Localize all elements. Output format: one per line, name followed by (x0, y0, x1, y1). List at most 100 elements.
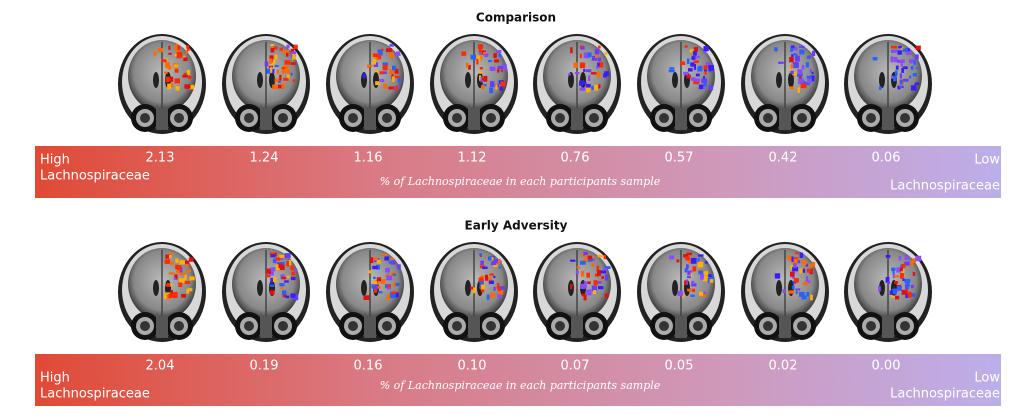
ventricle (879, 72, 885, 88)
activation (591, 85, 596, 90)
activation (479, 52, 482, 56)
ventricle (269, 72, 275, 88)
activation (579, 62, 586, 69)
activation (479, 281, 484, 288)
activation (179, 278, 185, 284)
activation (293, 268, 298, 271)
activation (887, 281, 890, 285)
activation (182, 74, 188, 78)
activation (598, 84, 601, 89)
activation (892, 288, 898, 295)
activation (281, 83, 285, 89)
activation (708, 85, 714, 91)
neck (364, 108, 376, 130)
activation (188, 257, 194, 262)
activation (587, 255, 593, 260)
activation (172, 292, 178, 298)
activation (382, 71, 387, 75)
activation (482, 266, 488, 270)
activation (792, 71, 798, 76)
activation (480, 77, 484, 83)
activation (795, 288, 801, 291)
gradient-bar (35, 354, 1001, 406)
eye-inner (797, 321, 807, 331)
activation (279, 283, 285, 287)
activation (179, 260, 185, 265)
activation (178, 282, 183, 288)
neck (364, 316, 376, 338)
activation (910, 85, 917, 91)
activation (272, 84, 278, 90)
activation (486, 294, 490, 300)
activation (498, 288, 504, 295)
activation (376, 264, 381, 270)
activation (165, 62, 170, 68)
activation (805, 62, 809, 68)
activation (272, 277, 277, 282)
activation (397, 264, 401, 270)
activation (461, 51, 467, 56)
activation (580, 46, 585, 50)
activation (686, 252, 693, 256)
activation (278, 263, 282, 269)
activation (584, 281, 587, 287)
activation (687, 271, 691, 276)
activation (807, 77, 812, 84)
activation (901, 289, 907, 295)
activation (372, 276, 376, 279)
activation (598, 45, 601, 49)
eye-inner (486, 113, 496, 123)
neck (156, 316, 168, 338)
activation (164, 293, 167, 300)
activation (790, 264, 794, 270)
activation (588, 75, 591, 82)
activation (794, 55, 800, 62)
activation (598, 286, 604, 290)
eye-inner (278, 113, 288, 123)
activation (579, 53, 582, 59)
activation (378, 291, 383, 294)
activation (596, 65, 599, 69)
activation (690, 77, 696, 81)
activation (170, 82, 174, 88)
activation (688, 259, 693, 264)
activation (385, 274, 390, 278)
activation (890, 56, 894, 63)
value-label: 0.16 (354, 359, 383, 374)
activation (597, 62, 600, 67)
activation (175, 258, 179, 263)
activation (479, 75, 482, 81)
activation (895, 65, 899, 70)
activation (914, 82, 920, 85)
activation (266, 68, 271, 74)
activation (580, 270, 585, 277)
brain-image (326, 34, 414, 134)
activation (798, 291, 805, 297)
activation (286, 275, 290, 279)
activation (800, 83, 807, 89)
activation (274, 54, 278, 60)
activation (899, 73, 903, 79)
activation (586, 87, 591, 93)
activation (902, 268, 905, 274)
activation (188, 75, 192, 79)
activation (394, 75, 401, 78)
activation (791, 256, 794, 262)
activation (899, 267, 903, 272)
activation (492, 259, 498, 263)
activation (586, 272, 590, 278)
activation (586, 289, 592, 296)
activation (583, 252, 588, 256)
activation (806, 56, 811, 60)
activation (909, 293, 915, 297)
activation (907, 51, 912, 55)
activation (805, 263, 808, 267)
activation (153, 51, 157, 56)
eye-inner (866, 321, 876, 331)
activation (374, 284, 378, 290)
activation (698, 270, 704, 275)
activation (905, 293, 909, 298)
activation (899, 79, 903, 85)
activation (281, 67, 286, 70)
activation (384, 256, 390, 261)
